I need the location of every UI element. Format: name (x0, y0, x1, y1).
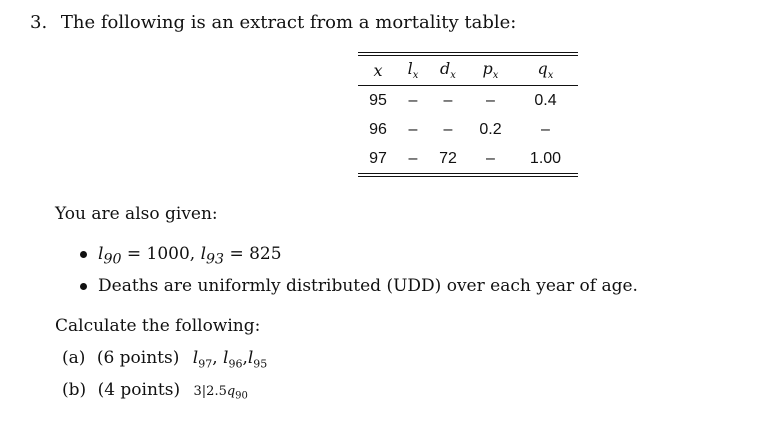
header-dx: dx (440, 59, 456, 82)
mortality-table-grid: x lx dx px qx 95 – – – 0.4 96 – – 0.2 – (358, 56, 578, 173)
table-cell: 96 (369, 120, 387, 138)
table-cell: – (408, 120, 418, 138)
header-qx: qx (537, 59, 554, 82)
table-cell: 0.4 (534, 91, 557, 109)
header-lx: lx (407, 59, 419, 82)
table-cell: – (408, 149, 418, 167)
given-label: You are also given: (55, 204, 218, 224)
table-cell: 97 (369, 149, 387, 167)
table-cell: 72 (439, 149, 457, 167)
table-cell: 95 (369, 91, 387, 109)
header-px: px (482, 59, 499, 82)
question-heading: 3. The following is an extract from a mo… (30, 12, 516, 33)
table-row: 97 – 72 – 1.00 (358, 144, 578, 173)
given-item-survivors: l90 = 1000, l93 = 825 (78, 240, 638, 272)
parts-list: (a) (6 points) l97, l96,l95 (b) (4 point… (62, 344, 267, 408)
calculate-label: Calculate the following: (55, 316, 261, 336)
table-cell: – (408, 91, 418, 109)
header-x: x (373, 61, 383, 80)
question-number: 3. (30, 12, 48, 33)
table-cell: – (443, 120, 453, 138)
table-cell: – (541, 120, 550, 138)
table-cell: – (443, 91, 453, 109)
mortality-table: x lx dx px qx 95 – – – 0.4 96 – – 0.2 – (358, 52, 578, 177)
question-intro: The following is an extract from a morta… (60, 12, 517, 33)
part-a: (a) (6 points) l97, l96,l95 (62, 348, 268, 371)
table-cell: – (486, 91, 495, 109)
table-cell: 0.2 (479, 120, 502, 138)
table-top-rule (358, 52, 578, 56)
table-header-row: x lx dx px qx (358, 56, 578, 86)
part-b: (b) (4 points) 3|2.5q90 (62, 380, 248, 402)
table-bottom-rule (358, 173, 578, 177)
table-cell: – (486, 149, 495, 167)
given-list: l90 = 1000, l93 = 825 Deaths are uniform… (78, 240, 638, 304)
given-item-udd: Deaths are uniformly distributed (UDD) o… (78, 272, 638, 304)
table-row: 95 – – – 0.4 (358, 86, 578, 116)
table-cell: 1.00 (529, 149, 562, 167)
table-row: 96 – – 0.2 – (358, 115, 578, 144)
